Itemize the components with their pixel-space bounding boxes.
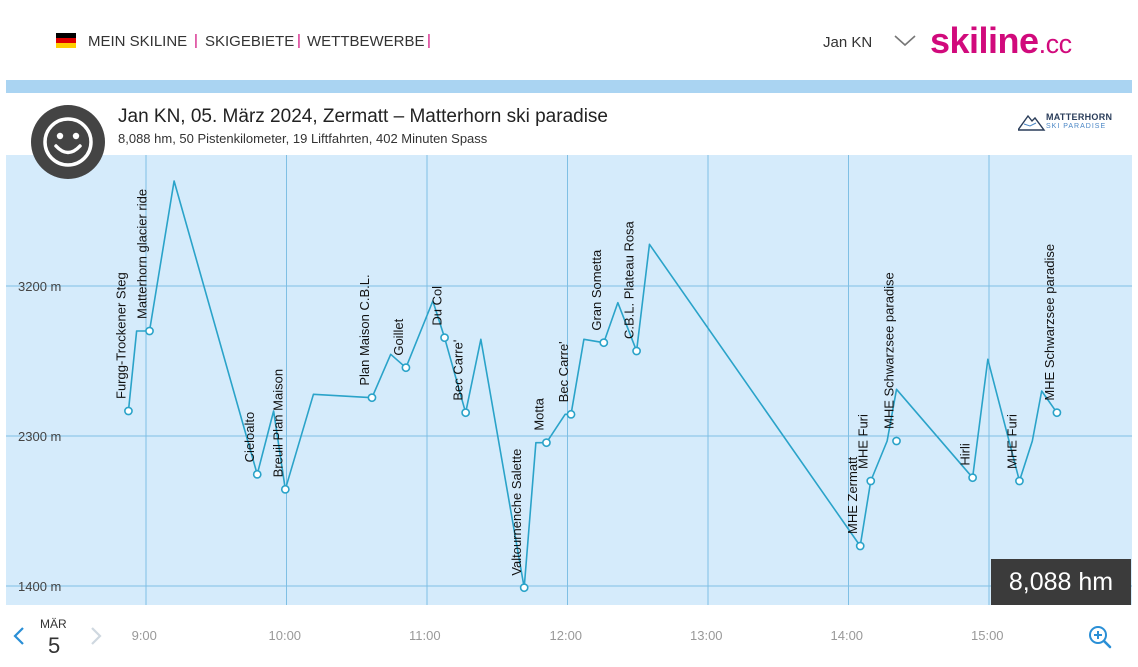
time-axis-label: 10:00 [268, 628, 302, 643]
resort-logo-subtitle: SKI PARADISE [1046, 123, 1107, 130]
nav-separator: | [427, 32, 431, 49]
zoom-in-icon[interactable] [1088, 625, 1112, 649]
time-axis-label: 9:00 [131, 628, 157, 643]
skiline-logo[interactable]: skiline.cc [930, 20, 1072, 62]
logo-suffix: .cc [1038, 29, 1073, 59]
time-axis-label: 15:00 [971, 628, 1004, 643]
run-summary: 8,088 hm, 50 Pistenkilometer, 19 Liftfah… [118, 131, 488, 146]
chevron-right-icon[interactable] [87, 625, 105, 647]
resort-logo-name: MATTERHORN [1046, 112, 1113, 122]
nav-separator: | [297, 32, 301, 49]
time-axis-label: 11:00 [409, 628, 441, 643]
timeline-bar [6, 605, 1132, 663]
time-axis-label: 12:00 [549, 628, 583, 643]
chevron-left-icon[interactable] [10, 625, 28, 647]
time-axis-label: 14:00 [830, 628, 864, 643]
nav-separator: | [194, 32, 198, 49]
run-title: Jan KN, 05. März 2024, Zermatt – Matterh… [118, 106, 608, 127]
matterhorn-mountain-icon [1018, 114, 1046, 131]
time-axis-label: 13:00 [690, 628, 723, 643]
nav-link-mein-skiline[interactable]: MEIN SKILINE [88, 33, 188, 50]
smiley-icon [43, 117, 93, 167]
date-month: MÄR [40, 617, 67, 631]
nav-link-skigebiete[interactable]: SKIGEBIETE [205, 33, 295, 50]
total-elevation-badge: 8,088 hm [991, 559, 1131, 605]
run-card [6, 93, 1132, 663]
date-day: 5 [48, 633, 61, 658]
top-navigation: MEIN SKILINE | SKIGEBIETE | WETTBEWERBE … [0, 0, 1138, 80]
chevron-down-icon[interactable] [893, 32, 917, 48]
logo-main: skiline [930, 20, 1039, 61]
user-menu-name[interactable]: Jan KN [823, 34, 873, 51]
german-flag-icon[interactable] [56, 33, 76, 48]
card-top-bar [6, 80, 1132, 93]
nav-link-wettbewerbe[interactable]: WETTBEWERBE [307, 33, 425, 50]
avatar[interactable] [31, 105, 105, 179]
